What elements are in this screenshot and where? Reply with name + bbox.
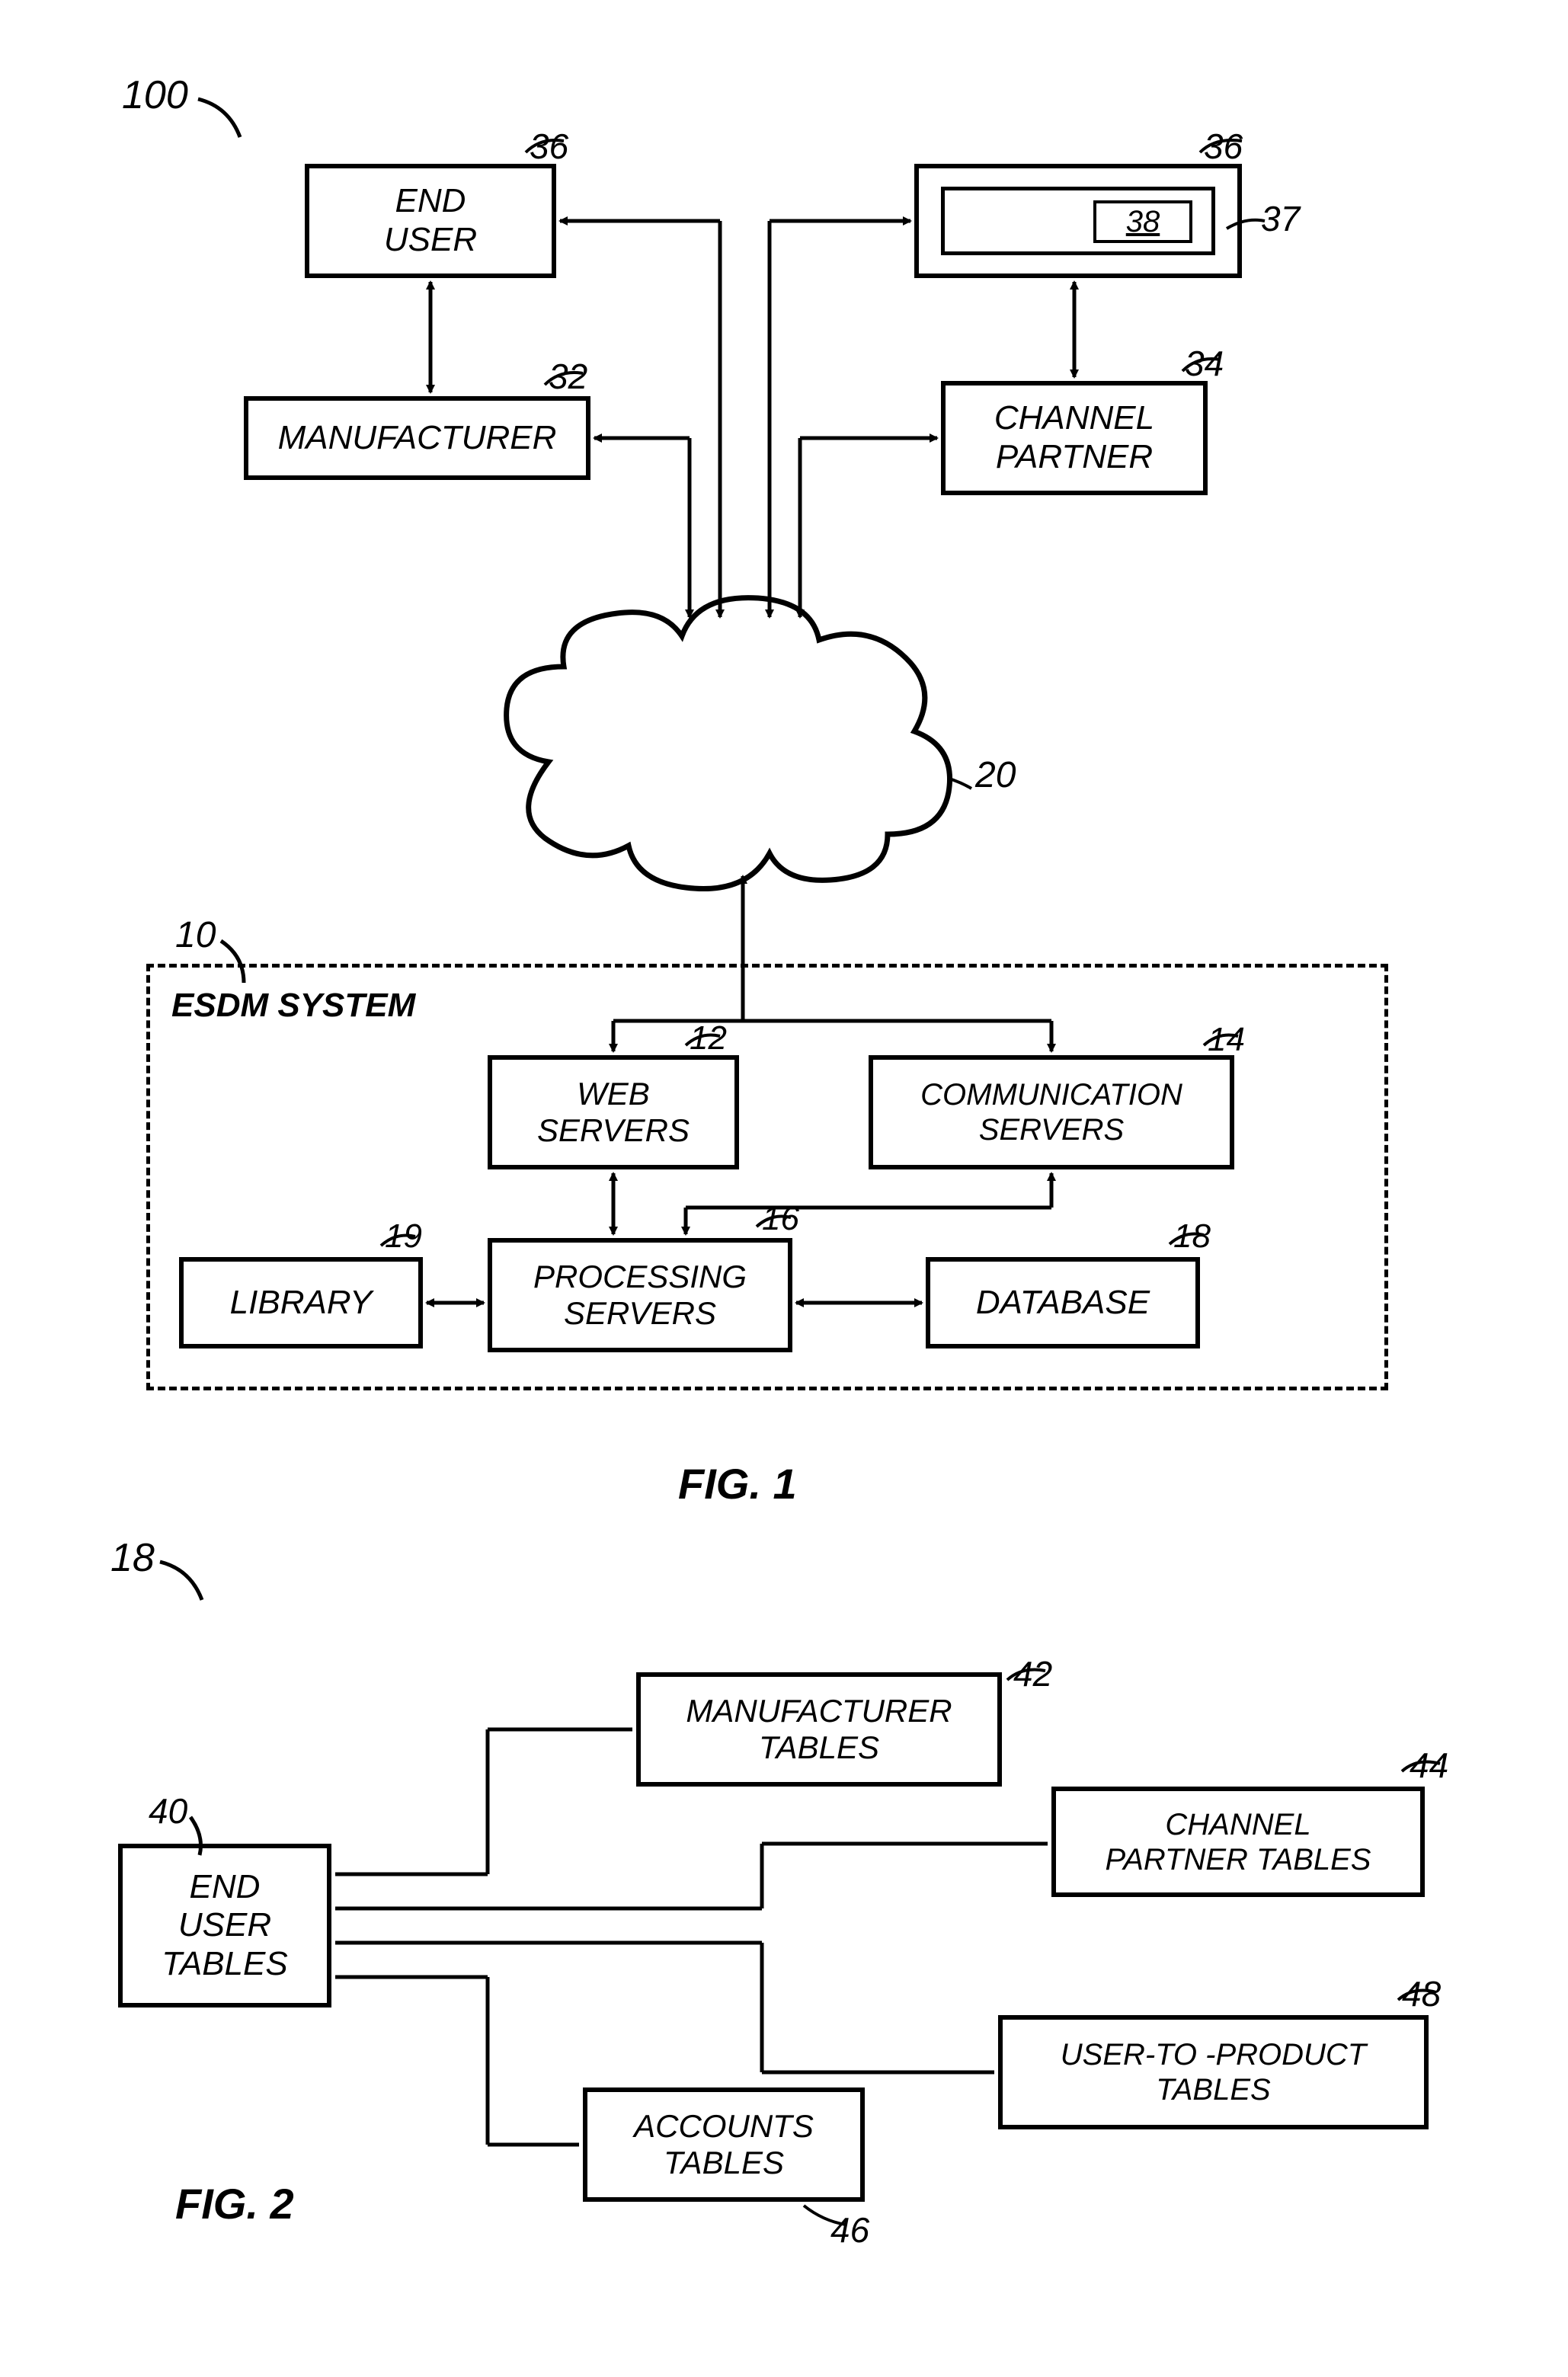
device-ref: 36 — [1204, 126, 1243, 167]
end-user-tables-ref: 40 — [149, 1790, 187, 1832]
end-user-box: END USER — [305, 164, 556, 278]
processing-servers-ref: 16 — [762, 1200, 799, 1238]
end-user-ref: 36 — [530, 126, 568, 167]
channel-partner-tables-box: CHANNEL PARTNER TABLES — [1051, 1787, 1425, 1897]
esdm-title: ESDM SYSTEM — [171, 987, 415, 1025]
user-to-product-tables-ref: 48 — [1402, 1973, 1441, 2014]
fig2-system-ref: 18 — [110, 1535, 155, 1581]
accounts-tables-box: ACCOUNTS TABLES — [583, 2087, 865, 2202]
channel-partner-box: CHANNEL PARTNER — [941, 381, 1208, 495]
database-box: DATABASE — [926, 1257, 1200, 1348]
esdm-ref: 10 — [175, 914, 216, 956]
device-frame-ref: 37 — [1261, 198, 1300, 239]
comm-servers-box: COMMUNICATION SERVERS — [869, 1055, 1234, 1169]
fig2-caption: FIG. 2 — [175, 2179, 294, 2228]
processing-servers-box: PROCESSING SERVERS — [488, 1238, 792, 1352]
manufacturer-ref: 32 — [549, 356, 587, 397]
fig1-caption: FIG. 1 — [678, 1459, 797, 1508]
user-to-product-tables-box: USER-TO -PRODUCT TABLES — [998, 2015, 1429, 2129]
channel-partner-tables-ref: 44 — [1410, 1745, 1448, 1786]
network-label: NETWORK — [640, 739, 869, 781]
channel-partner-ref: 34 — [1185, 343, 1224, 384]
accounts-tables-ref: 46 — [830, 2209, 869, 2251]
library-ref: 19 — [385, 1217, 422, 1256]
manufacturer-box: MANUFACTURER — [244, 396, 590, 480]
database-ref: 18 — [1173, 1217, 1211, 1256]
web-servers-box: WEB SERVERS — [488, 1055, 739, 1169]
web-servers-ref: 12 — [690, 1019, 727, 1057]
end-user-tables-box: END USER TABLES — [118, 1844, 331, 2007]
device-badge: 38 — [1093, 200, 1192, 243]
comm-servers-ref: 14 — [1208, 1021, 1245, 1059]
fig1-system-ref: 100 — [122, 72, 188, 118]
manufacturer-tables-box: MANUFACTURER TABLES — [636, 1672, 1002, 1787]
manufacturer-tables-ref: 42 — [1013, 1653, 1052, 1694]
library-box: LIBRARY — [179, 1257, 423, 1348]
network-ref: 20 — [975, 754, 1016, 796]
